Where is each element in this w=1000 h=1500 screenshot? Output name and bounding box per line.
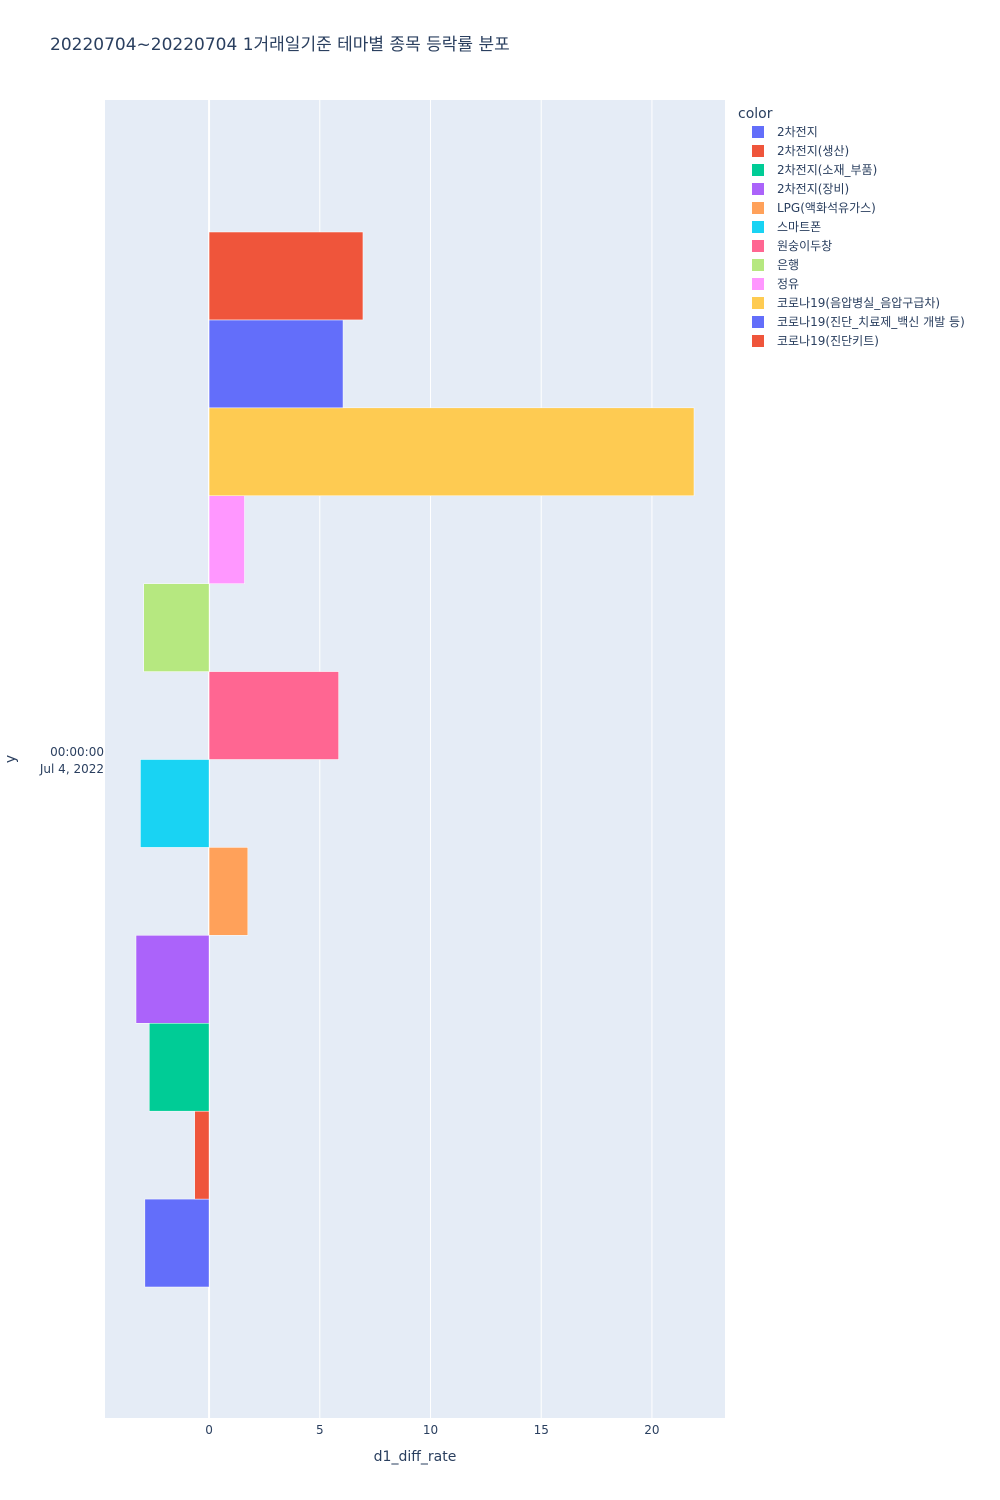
x-tick-label: 5 [316,1423,324,1437]
y-axis-title: y [3,755,19,763]
legend-title: color [738,106,773,122]
bar[interactable] [143,583,210,672]
legend-swatch[interactable] [752,145,764,157]
legend-label[interactable]: 정유 [777,277,799,291]
x-tick-label: 0 [205,1423,213,1437]
bar[interactable] [208,495,245,584]
legend-swatch[interactable] [752,259,764,271]
legend-label[interactable]: 2차전지(생산) [777,144,849,158]
legend-swatch[interactable] [752,221,764,233]
legend-swatch[interactable] [752,126,764,138]
x-tick-label: 20 [644,1423,659,1437]
legend: 2차전지 2차전지(생산) 2차전지(소재_부품) 2차전지(장비) LPG(액화석유가… [752,125,965,348]
legend-swatch[interactable] [752,335,764,347]
legend-swatch[interactable] [752,278,764,290]
legend-label[interactable]: 스마트폰 [777,220,821,234]
x-axis-title: d1_diff_rate [374,1449,457,1465]
legend-label[interactable]: LPG(액화석유가스) [777,201,876,215]
bar[interactable] [208,231,364,321]
bar[interactable] [194,1110,210,1200]
legend-label[interactable]: 2차전지(장비) [777,182,849,196]
bar[interactable] [208,319,344,409]
legend-label[interactable]: 은행 [777,257,799,272]
chart-title: 20220704~20220704 1거래일기준 테마별 종목 등락률 분포 [50,35,510,55]
legend-label[interactable]: 코로나19(진단키트) [777,334,879,348]
bars [135,231,695,1288]
x-axis-ticks: 0 5 10 15 20 [205,1423,659,1437]
legend-label[interactable]: 2차전지 [777,125,818,139]
bar[interactable] [208,407,695,497]
bar[interactable] [208,671,339,760]
legend-swatch[interactable] [752,164,764,176]
bar[interactable] [144,1198,210,1288]
legend-swatch[interactable] [752,183,764,195]
legend-swatch[interactable] [752,240,764,252]
x-tick-label: 10 [423,1423,438,1437]
bar[interactable] [208,847,249,936]
y-tick-time: 00:00:00 [50,745,104,759]
bar[interactable] [135,935,210,1024]
y-tick-date: Jul 4, 2022 [39,762,104,776]
legend-label[interactable]: 2차전지(소재_부품) [777,163,877,177]
legend-label[interactable]: 코로나19(진단_치료제_백신 개발 등) [777,315,965,329]
legend-swatch[interactable] [752,297,764,309]
legend-label[interactable]: 코로나19(음압병실_음압구급차) [777,296,940,310]
bar[interactable] [140,759,210,848]
bar[interactable] [149,1023,210,1112]
legend-swatch[interactable] [752,202,764,214]
legend-swatch[interactable] [752,316,764,328]
legend-label[interactable]: 원숭이두창 [777,239,832,253]
x-tick-label: 15 [534,1423,549,1437]
